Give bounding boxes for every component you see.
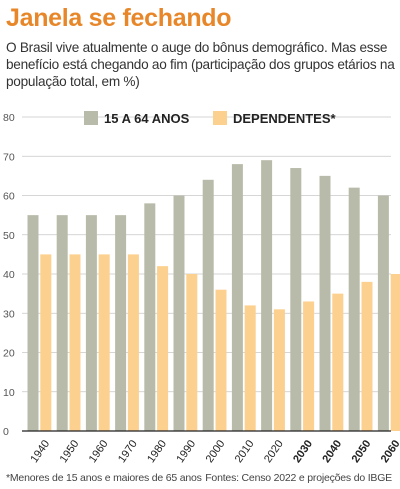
bar-working-age-1960 [85,215,97,432]
bar-dependents-1970 [127,254,139,432]
y-tick-labels: 0 10 20 30 40 50 60 70 80 [3,112,15,438]
bar-working-age-2030 [290,168,302,431]
footnote: *Menores de 15 anos e maiores de 65 anos [6,472,202,484]
bar-dependents-2020 [273,309,285,431]
bar-working-age-1980 [144,203,156,431]
bar-working-age-2000 [202,179,214,431]
bar-dependents-2040 [332,293,344,432]
bar-dependents-1960 [98,254,110,432]
x-tick-label-1960: 1960 [87,438,111,465]
x-tick-label-2020: 2020 [262,438,286,465]
x-tick-label-1980: 1980 [145,438,169,465]
bar-working-age-1940 [27,215,39,432]
y-tick-label-10: 10 [3,387,15,399]
legend-swatch-working-age [84,111,98,125]
bar-working-age-2020 [261,160,273,431]
y-tick-label-20: 20 [3,348,15,360]
x-tick-label-1970: 1970 [116,438,140,465]
legend: 15 A 64 ANOS DEPENDENTES* [84,111,337,126]
bar-dependents-1990 [186,274,198,431]
bar-working-age-1950 [56,215,68,432]
y-tick-label-30: 30 [3,308,15,320]
bar-working-age-1990 [173,195,185,431]
legend-label-working-age: 15 A 64 ANOS [104,111,190,126]
bar-dependents-1940 [40,254,52,432]
legend-label-dependents: DEPENDENTES* [233,111,337,126]
y-tick-label-60: 60 [3,191,15,203]
bar-working-age-1970 [115,215,127,432]
x-tick-label-2050: 2050 [350,438,374,465]
y-tick-label-50: 50 [3,230,15,242]
bar-working-age-2050 [348,187,360,431]
x-tick-label-2010: 2010 [233,438,257,465]
x-tick-label-2040: 2040 [320,438,344,465]
chart-title: Janela se fechando [6,4,232,32]
x-tick-labels: 1940 1950 1960 1970 1980 1990 2000 2010 2020 2030… [28,438,400,465]
x-tick-label-1990: 1990 [174,438,198,465]
y-tick-label-40: 40 [3,269,15,281]
x-tick-label-2000: 2000 [204,438,228,465]
x-tick-label-1950: 1950 [58,438,82,465]
bar-dependents-2010 [244,305,256,431]
bar-dependents-1950 [69,254,81,432]
bar-dependents-2060 [390,274,400,431]
x-tick-label-2030: 2030 [291,438,315,465]
bar-working-age-2060 [377,195,389,431]
x-tick-label-2060: 2060 [379,438,400,465]
bar-dependents-2030 [303,301,315,431]
legend-swatch-dependents [213,111,227,125]
source-note: Fontes: Censo 2022 e projeções do IBGE [205,472,392,484]
chart-subtitle: O Brasil vive atualmente o auge do bônus… [6,40,395,89]
bar-dependents-2000 [215,289,227,431]
x-tick-label-1940: 1940 [28,438,52,465]
bars [27,160,400,432]
bar-dependents-2050 [361,281,373,431]
y-tick-label-70: 70 [3,151,15,163]
bar-working-age-2040 [319,175,331,432]
bar-dependents-1980 [157,266,169,431]
bar-working-age-2010 [231,164,243,431]
y-tick-label-0: 0 [3,426,9,438]
y-tick-label-80: 80 [3,112,15,124]
